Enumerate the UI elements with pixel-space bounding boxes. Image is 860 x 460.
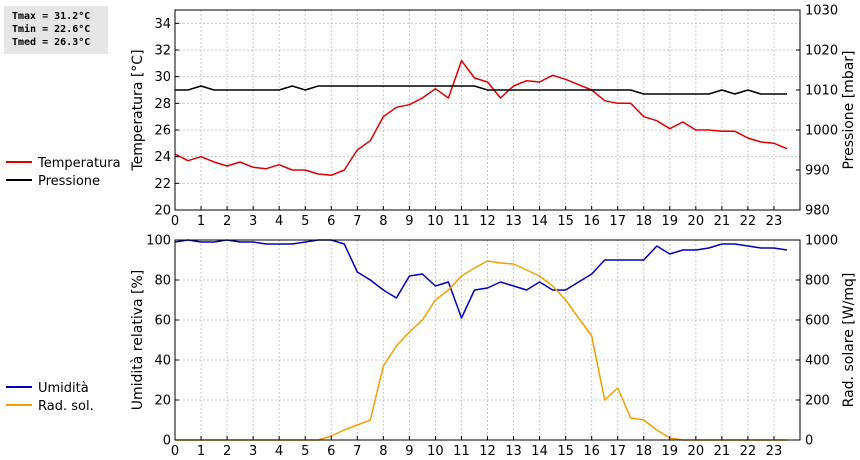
x-tick-label: 16 — [583, 444, 600, 459]
x-tick-label: 3 — [249, 214, 257, 229]
y-tick-label-right: 990 — [805, 164, 830, 179]
y-tick-label-left: 40 — [154, 354, 171, 369]
y-axis-title-left: Temperatura [°C] — [130, 49, 146, 171]
x-tick-label: 12 — [479, 214, 496, 229]
series-line-umidit- — [174, 239, 788, 319]
x-tick-label: 11 — [453, 444, 470, 459]
y-tick-label-right: 1010 — [805, 84, 838, 99]
x-tick-label: 14 — [531, 214, 548, 229]
x-tick-label: 9 — [405, 214, 413, 229]
x-tick-label: 2 — [223, 214, 231, 229]
series-line-pressione — [175, 85, 787, 95]
x-tick-label: 6 — [327, 214, 335, 229]
y-tick-label-right: 0 — [805, 434, 813, 449]
x-tick-label: 6 — [327, 444, 335, 459]
x-tick-label: 15 — [557, 444, 574, 459]
x-tick-label: 20 — [688, 214, 705, 229]
x-tick-label: 5 — [301, 444, 309, 459]
y-tick-label-left: 28 — [154, 97, 171, 112]
x-tick-label: 23 — [766, 214, 783, 229]
x-tick-label: 11 — [453, 214, 470, 229]
grid — [175, 10, 800, 210]
x-tick-label: 1 — [197, 444, 205, 459]
x-tick-label: 9 — [405, 444, 413, 459]
x-tick-label: 7 — [353, 444, 361, 459]
x-tick-label: 15 — [557, 214, 574, 229]
x-tick-label: 0 — [171, 444, 179, 459]
x-tick-label: 12 — [479, 444, 496, 459]
x-tick-label: 23 — [766, 444, 783, 459]
x-tick-label: 8 — [379, 444, 387, 459]
y-tick-label-left: 20 — [154, 394, 171, 409]
y-axis-title-left: Umidità relativa [%] — [130, 270, 146, 411]
x-tick-label: 22 — [740, 214, 757, 229]
x-tick-label: 21 — [714, 444, 731, 459]
x-tick-label: 2 — [223, 444, 231, 459]
y-tick-label-right: 1000 — [805, 124, 838, 139]
y-tick-label-left: 32 — [154, 44, 171, 59]
x-tick-label: 4 — [275, 214, 283, 229]
x-tick-label: 16 — [583, 214, 600, 229]
y-tick-label-right: 400 — [805, 354, 830, 369]
y-tick-label-left: 80 — [154, 274, 171, 289]
grid — [175, 239, 800, 440]
x-tick-label: 17 — [609, 444, 626, 459]
legend-label: Rad. sol. — [38, 399, 94, 414]
y-tick-label-left: 100 — [146, 234, 171, 249]
x-tick-label: 1 — [197, 214, 205, 229]
x-tick-label: 7 — [353, 214, 361, 229]
stats-tmed: Tmed = 26.3°C — [12, 37, 91, 48]
x-tick-label: 14 — [531, 444, 548, 459]
x-tick-label: 10 — [427, 444, 444, 459]
y-tick-label-left: 22 — [154, 177, 171, 192]
y-tick-label-left: 60 — [154, 314, 171, 329]
x-tick-label: 3 — [249, 444, 257, 459]
y-tick-label-left: 34 — [154, 17, 171, 32]
legend-label: Pressione — [38, 174, 100, 189]
y-axis-title-right: Pressione [mbar] — [841, 50, 857, 169]
stats-tmin: Tmin = 22.6°C — [12, 24, 91, 35]
y-axis-title-right: Rad. solare [W/mq] — [841, 273, 857, 408]
x-tick-label: 19 — [662, 444, 679, 459]
x-tick-label: 19 — [662, 214, 679, 229]
x-tick-label: 13 — [505, 214, 522, 229]
y-tick-label-right: 1030 — [805, 4, 838, 19]
series-line-rad-sol- — [175, 260, 787, 441]
y-tick-label-right: 1000 — [805, 234, 838, 249]
x-tick-label: 0 — [171, 214, 179, 229]
x-tick-label: 20 — [688, 444, 705, 459]
y-tick-label-right: 800 — [805, 274, 830, 289]
x-tick-label: 13 — [505, 444, 522, 459]
x-tick-label: 22 — [740, 444, 757, 459]
x-tick-label: 21 — [714, 214, 731, 229]
y-tick-label-left: 30 — [154, 70, 171, 85]
x-tick-label: 4 — [275, 444, 283, 459]
x-tick-label: 17 — [609, 214, 626, 229]
y-tick-label-left: 0 — [163, 434, 171, 449]
x-tick-label: 10 — [427, 214, 444, 229]
y-tick-label-right: 1020 — [805, 44, 838, 59]
y-tick-label-left: 26 — [154, 124, 171, 139]
y-tick-label-right: 200 — [805, 394, 830, 409]
x-tick-label: 8 — [379, 214, 387, 229]
series-line-temperatura — [174, 59, 788, 177]
y-tick-label-right: 980 — [805, 204, 830, 219]
y-tick-label-right: 600 — [805, 314, 830, 329]
x-tick-label: 18 — [635, 444, 652, 459]
y-tick-label-left: 20 — [154, 204, 171, 219]
stats-tmax: Tmax = 31.2°C — [12, 11, 91, 22]
x-tick-label: 18 — [635, 214, 652, 229]
y-tick-label-left: 24 — [154, 150, 171, 165]
legend-label: Umidità — [38, 381, 89, 396]
stats-box: Tmax = 31.2°C Tmin = 22.6°C Tmed = 26.3°… — [4, 6, 108, 54]
x-tick-label: 5 — [301, 214, 309, 229]
legend-label: Temperatura — [37, 156, 121, 171]
